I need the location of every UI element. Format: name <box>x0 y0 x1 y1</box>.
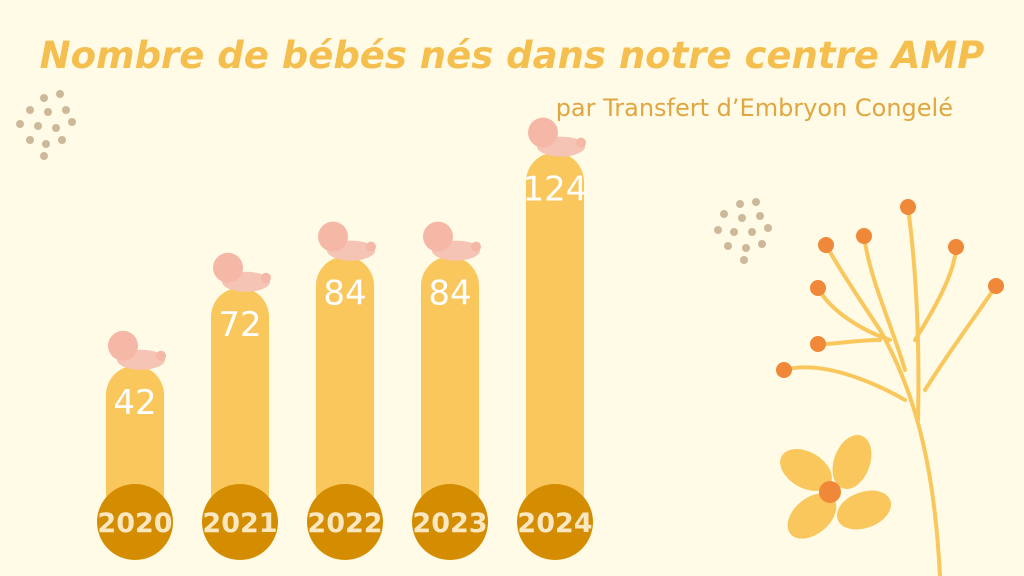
year-circle <box>202 484 278 560</box>
bar <box>211 287 269 522</box>
baby-icon <box>318 221 376 261</box>
bar <box>106 365 164 522</box>
baby-icon <box>213 252 271 292</box>
year-circle <box>517 484 593 560</box>
chart-subtitle: par Transfert d’Embryon Congelé <box>556 94 953 122</box>
x-tick-label: 2020 <box>97 508 172 539</box>
baby-icon <box>528 117 586 157</box>
bar <box>526 152 584 522</box>
dots-right <box>714 198 772 264</box>
value-label: 84 <box>323 274 366 314</box>
baby-head <box>213 252 243 283</box>
baby-hand <box>576 137 586 148</box>
flower <box>780 434 892 539</box>
baby-head <box>318 221 348 252</box>
value-label: 84 <box>428 274 471 314</box>
year-circle <box>412 484 488 560</box>
chart-title: Nombre de bébés nés dans notre centre AM… <box>40 34 985 77</box>
bar <box>421 256 479 522</box>
year-circle <box>307 484 383 560</box>
x-tick-label: 2023 <box>412 508 487 539</box>
baby-hand <box>471 241 481 252</box>
baby-hand <box>261 272 271 283</box>
dots-left <box>16 90 76 160</box>
berries <box>776 199 1004 378</box>
baby-head <box>423 221 453 252</box>
x-tick-label: 2021 <box>202 508 277 539</box>
baby-head <box>528 117 558 148</box>
year-circle <box>97 484 173 560</box>
baby-head <box>108 330 138 361</box>
baby-hand <box>366 241 376 252</box>
x-tick-label: 2024 <box>517 508 592 539</box>
baby-icon <box>108 330 166 370</box>
value-label: 124 <box>523 170 588 210</box>
value-label: 42 <box>113 383 156 423</box>
x-tick-label: 2022 <box>307 508 382 539</box>
value-label: 72 <box>218 305 261 345</box>
bar <box>316 256 374 522</box>
baby-hand <box>156 350 166 361</box>
baby-icon <box>423 221 481 261</box>
